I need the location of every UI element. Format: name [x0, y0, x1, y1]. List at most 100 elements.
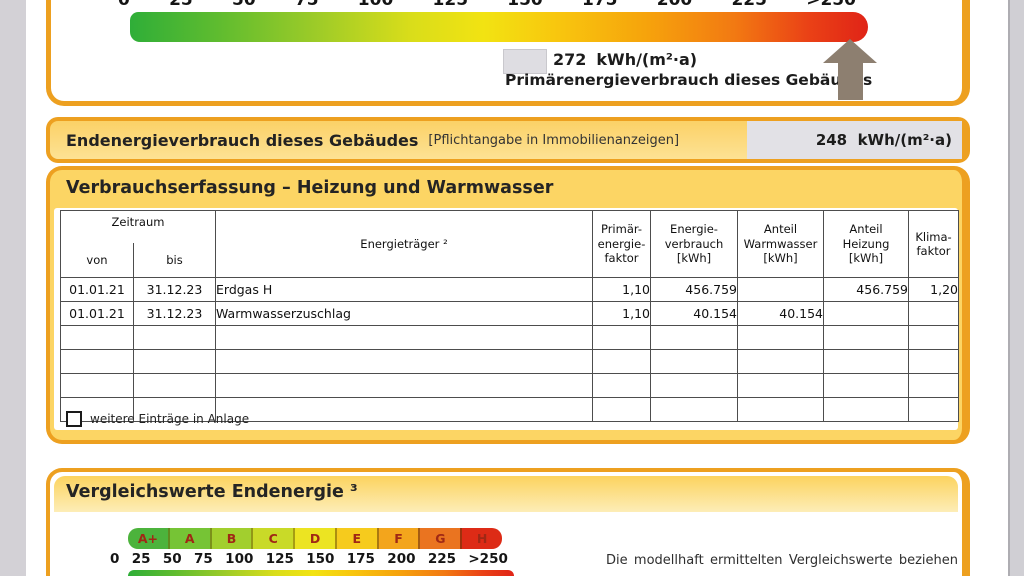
- energy-class-segment: G: [418, 528, 461, 549]
- scale-tick: 225: [731, 0, 767, 10]
- scale-tick: 50: [162, 551, 182, 567]
- cell-klima: [908, 373, 959, 398]
- arrow-up-icon-shaft: [838, 62, 863, 100]
- vergleichswerte-section: Vergleichswerte Endenergie ³: [46, 468, 970, 576]
- verbrauch-table: Zeitraum Energieträger ² Primär- energie…: [60, 210, 959, 422]
- endenergie-title: Endenergieverbrauch dieses Gebäudes: [66, 130, 419, 150]
- cell-verbrauch: [650, 349, 738, 374]
- scale-tick: >250: [806, 0, 856, 10]
- table-row: 01.01.21 31.12.23 Erdgas H 1,10 456.759 …: [60, 277, 959, 302]
- scale-tick: 75: [194, 551, 213, 567]
- energy-class-segment: F: [376, 528, 419, 549]
- cell-warmwasser: [737, 325, 824, 350]
- cell-faktor: 1,10: [592, 277, 651, 302]
- scale-tick: 100: [357, 0, 394, 10]
- scale-tick: 175: [346, 551, 375, 567]
- col-primaerfaktor: Primär- energie- faktor: [592, 210, 651, 278]
- endenergie-unit: kWh/(m²·a): [857, 131, 952, 149]
- cell-traeger: Warmwasserzuschlag: [215, 301, 593, 326]
- scale-tick: 25: [131, 551, 151, 567]
- scale-tick: 125: [265, 551, 294, 567]
- energy-class-segment: C: [251, 528, 294, 549]
- weitere-eintraege-row: weitere Einträge in Anlage: [66, 411, 249, 427]
- cell-verbrauch: 40.154: [650, 301, 738, 326]
- cell-faktor: [592, 349, 651, 374]
- cell-traeger: [215, 325, 593, 350]
- cell-klima: [908, 349, 959, 374]
- cell-traeger: [215, 373, 593, 398]
- scale-tick: 50: [231, 0, 256, 10]
- scale-tick: 150: [306, 551, 335, 567]
- table-header-row-2: von bis: [60, 243, 959, 278]
- endenergie-value: 248: [815, 131, 848, 149]
- scale-tick: 200: [387, 551, 416, 567]
- checkbox-label: weitere Einträge in Anlage: [90, 412, 250, 426]
- col-anteil-warmwasser: Anteil Warmwasser [kWh]: [737, 210, 824, 278]
- cell-klima: [908, 301, 959, 326]
- cell-warmwasser: [737, 373, 824, 398]
- scale-tick: >250: [468, 551, 508, 567]
- cell-von: [60, 373, 134, 398]
- scale-tick: 100: [225, 551, 254, 567]
- scale-tick: 0: [118, 0, 130, 10]
- energy-class-segment: B: [209, 528, 252, 549]
- energy-class-segment: E: [334, 528, 377, 549]
- energy-class-segment: A+: [128, 528, 168, 549]
- scale-tick: 150: [507, 0, 543, 10]
- scale-tick: 125: [432, 0, 469, 10]
- table-row: [60, 325, 959, 350]
- scale-tick: 225: [427, 551, 457, 567]
- endenergie-row: Endenergieverbrauch dieses Gebäudes [Pfl…: [46, 117, 970, 163]
- cell-heizung: 456.759: [823, 277, 909, 302]
- scale-tick: 175: [582, 0, 618, 10]
- checkbox[interactable]: [66, 411, 82, 427]
- vergleich-note-text: Die modellhaft ermittelten Vergleichswer…: [606, 553, 958, 568]
- cell-verbrauch: [650, 373, 738, 398]
- col-klimafaktor: Klima- faktor: [908, 210, 959, 278]
- cell-faktor: [592, 325, 651, 350]
- cell-von: 01.01.21: [60, 301, 134, 326]
- cell-traeger: Erdgas H: [215, 277, 593, 302]
- cell-faktor: [592, 397, 651, 422]
- col-energieverbrauch: Energie- verbrauch [kWh]: [650, 210, 738, 278]
- scale-tick: 200: [656, 0, 693, 10]
- value-unit: kWh/(m²·a): [596, 50, 698, 69]
- table-row: [60, 373, 959, 398]
- scale-tick: 25: [169, 0, 193, 10]
- verbrauch-table-area: Zeitraum Energieträger ² Primär- energie…: [54, 208, 959, 430]
- col-anteil-heizung: Anteil Heizung [kWh]: [823, 210, 909, 278]
- vergleich-gradient-bar: [128, 570, 514, 576]
- verbrauch-section-title: Verbrauchserfassung – Heizung und Warmwa…: [66, 178, 554, 198]
- verbrauch-section: Verbrauchserfassung – Heizung und Warmwa…: [46, 166, 970, 444]
- cell-bis: [133, 373, 216, 398]
- cell-klima: [908, 397, 959, 422]
- cell-verbrauch: 456.759: [650, 277, 738, 302]
- endenergie-note: [Pflichtangabe in Immobilienanzeigen]: [428, 132, 680, 148]
- energy-gradient-bar: [130, 12, 868, 42]
- cell-klima: [908, 325, 959, 350]
- cell-bis: 31.12.23: [133, 301, 216, 326]
- cell-verbrauch: [650, 325, 738, 350]
- endenergie-value-box: 248 kWh/(m²·a): [747, 121, 962, 159]
- primary-scale-ticks: 0 25 50 75 100 125 150 175 200 225 >250: [118, 0, 856, 10]
- cell-traeger: [215, 349, 593, 374]
- col-von: von: [60, 243, 134, 278]
- cell-klima: 1,20: [908, 277, 959, 302]
- vergleich-scale-ticks: 0 25 50 75 100 125 150 175 200 225 >250: [110, 551, 508, 567]
- col-energietraeger: Energieträger ²: [215, 210, 593, 278]
- cell-faktor: 1,10: [592, 301, 651, 326]
- energy-class-segment: H: [460, 528, 502, 549]
- cell-heizung: [823, 325, 909, 350]
- cell-heizung: [823, 373, 909, 398]
- cell-von: [60, 325, 134, 350]
- energy-class-bar: A+ A B C D E F G H: [128, 528, 502, 549]
- cell-warmwasser: [737, 277, 824, 302]
- cell-bis: 31.12.23: [133, 277, 216, 302]
- table-row: [60, 349, 959, 374]
- primary-energy-caption: Primärenergieverbrauch dieses Gebäudes: [505, 71, 873, 89]
- cell-heizung: [823, 349, 909, 374]
- cell-traeger: [215, 397, 593, 422]
- vergleichswerte-title-band: [54, 476, 958, 512]
- cell-faktor: [592, 373, 651, 398]
